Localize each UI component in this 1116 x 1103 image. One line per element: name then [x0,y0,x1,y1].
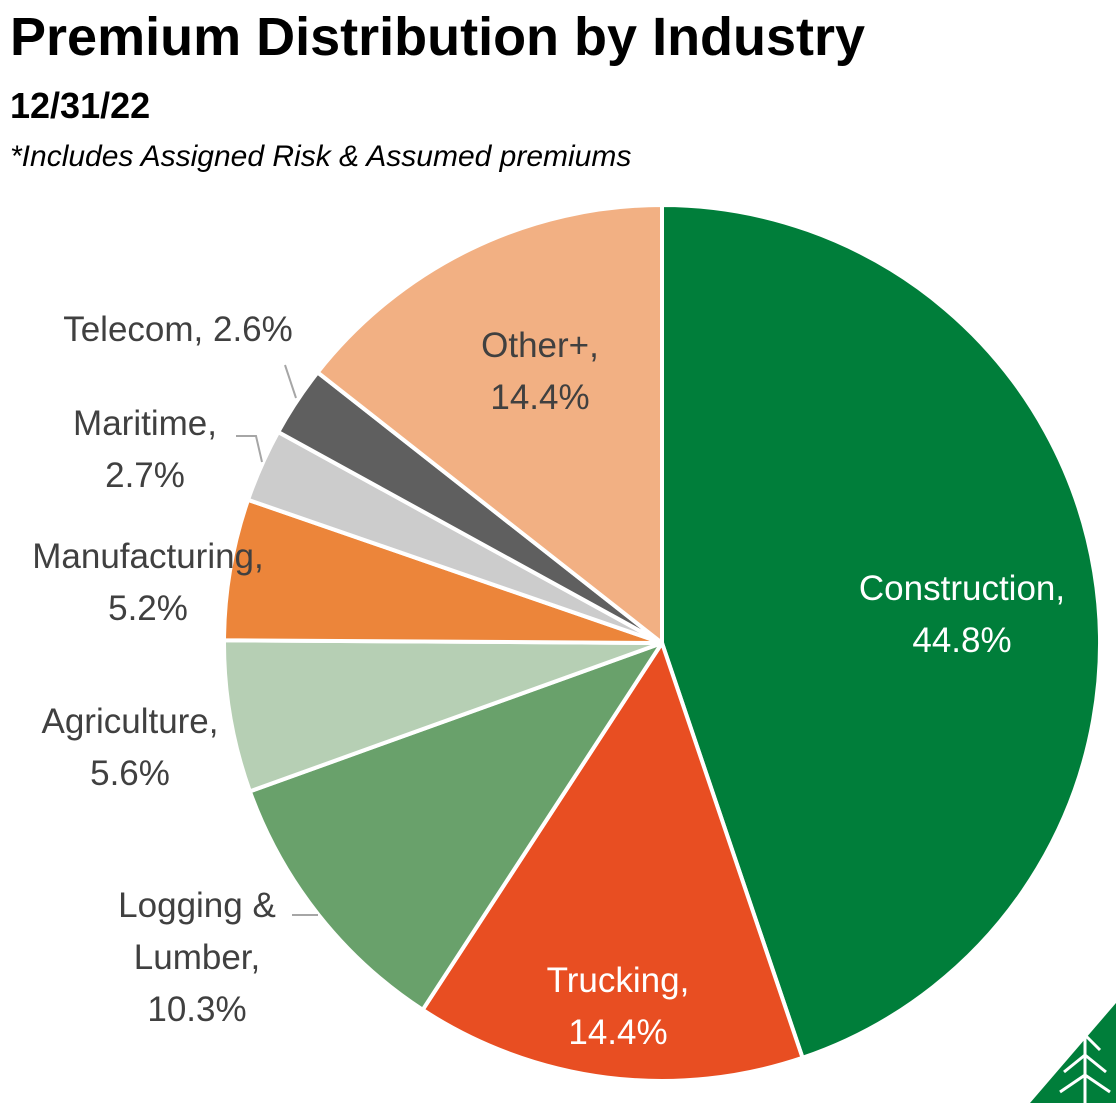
chart-footnote: *Includes Assigned Risk & Assumed premiu… [10,140,632,173]
slice-label-line: 5.2% [108,589,188,628]
pie-slice-logging-lumber [247,641,664,1012]
tree-logo-icon [1030,1003,1116,1103]
leader-line-telecom [284,364,297,399]
slice-label-line: Telecom, 2.6% [63,310,293,349]
pie-slice-agriculture [222,638,664,794]
slice-label-line: 5.6% [90,754,170,793]
pie-slice-construction [660,203,1102,1060]
slice-label-agriculture: Agriculture, 5.6% [41,702,218,793]
slice-label-logging-lumber: Logging & Lumber, 10.3% [118,886,276,1029]
slice-label-line: 14.4% [490,378,589,417]
slice-label-construction: Construction, 44.8% [859,569,1065,660]
slice-label-trucking: Trucking, 14.4% [547,961,690,1052]
slice-label-line: 10.3% [147,990,246,1029]
slice-label-manufacturing: Manufacturing, 5.2% [32,537,264,628]
slice-label-line: Manufacturing, [32,537,264,576]
pie-slice-trucking [420,641,805,1083]
pie-slice-other [315,203,664,645]
chart-date: 12/31/22 [10,85,151,126]
slice-labels: Construction, 44.8% Trucking, 14.4% Logging … [32,310,1065,1052]
slice-label-line: 2.7% [105,456,185,495]
slice-label-line: Maritime, [73,404,217,443]
leader-line-maritime [236,435,263,463]
leader-lines [236,364,318,916]
slice-label-line: Trucking, [547,961,690,1000]
slice-label-line: Logging & [118,886,276,925]
slice-label-other: Other+, 14.4% [481,326,599,417]
slice-label-line: 44.8% [912,621,1011,660]
slice-label-line: Construction, [859,569,1065,608]
pie-slices [222,203,1102,1083]
slice-label-line: Other+, [481,326,599,365]
slice-label-telecom: Telecom, 2.6% [63,310,293,349]
slice-label-line: Agriculture, [41,702,218,741]
slice-label-line: Lumber, [134,938,260,977]
chart-title: Premium Distribution by Industry [10,7,866,67]
slice-label-maritime: Maritime, 2.7% [73,404,217,495]
slice-label-line: 14.4% [568,1013,667,1052]
